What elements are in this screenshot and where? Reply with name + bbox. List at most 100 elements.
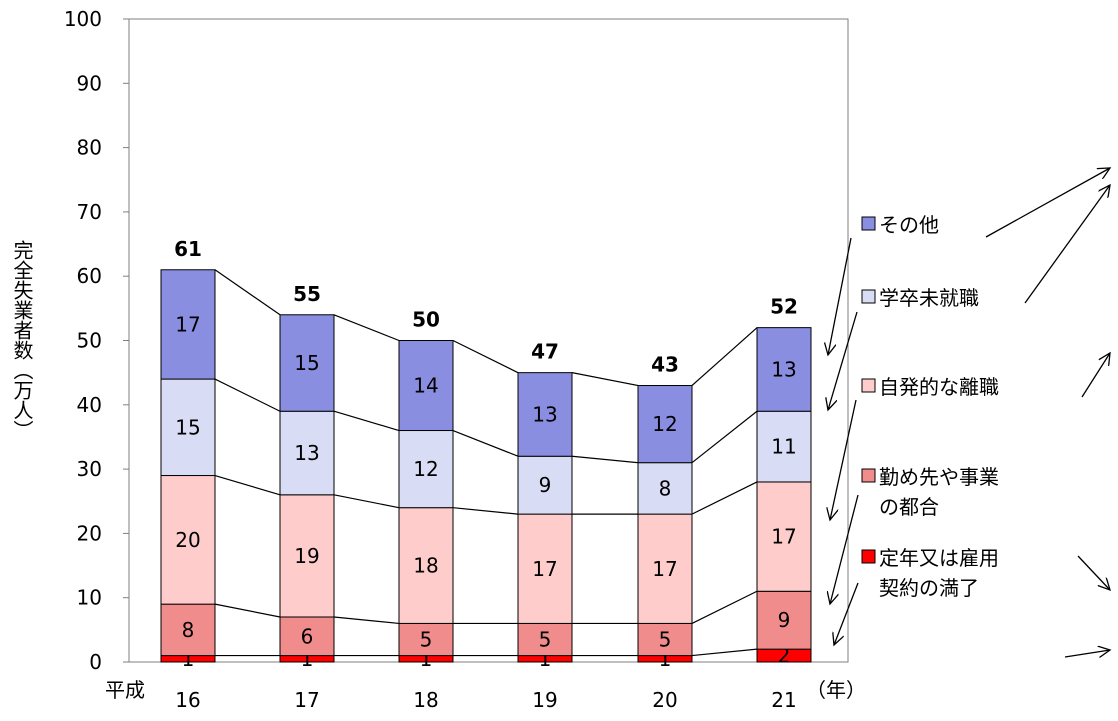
series-connector-line — [333, 494, 400, 509]
annotation-arrow — [834, 582, 859, 645]
y-axis-label: 完全失業者数（万人） — [10, 240, 34, 440]
annotation-arrow — [985, 168, 1110, 238]
annotation-arrow — [1081, 353, 1110, 398]
legend-label: 契約の満了 — [879, 576, 979, 600]
series-connector-line — [452, 429, 519, 457]
series-connector-line — [214, 269, 281, 316]
legend-swatch — [861, 549, 876, 564]
bar-value-label: 6 — [301, 624, 314, 648]
bar-value-label: 9 — [778, 608, 791, 632]
annotation-arrow — [1077, 555, 1110, 590]
bar-value-label: 13 — [771, 357, 796, 381]
y-tick-label: 20 — [77, 521, 102, 545]
x-tick-label: 18 — [413, 688, 438, 712]
bar-value-label: 15 — [175, 415, 200, 439]
annotation-arrow — [830, 494, 859, 604]
bar-value-label: 12 — [652, 412, 677, 436]
bar-segment — [517, 372, 573, 457]
series-connector-line — [333, 314, 400, 342]
series-connector-line — [691, 327, 758, 386]
annotation-arrow — [828, 237, 852, 355]
series-connector-line — [214, 474, 281, 496]
plot-area — [128, 18, 849, 663]
annotation-arrow — [1064, 650, 1110, 657]
y-tick-label: 40 — [77, 393, 102, 417]
legend-label: の都合 — [879, 495, 939, 519]
x-tick-label: 20 — [652, 688, 677, 712]
bar-value-label: 15 — [294, 351, 319, 375]
legend-label: その他 — [879, 213, 939, 237]
bar-segment — [160, 269, 216, 380]
bar-segment — [160, 378, 216, 477]
series-connector-line — [214, 378, 281, 412]
series-connector-line — [691, 648, 758, 657]
bar-segment — [517, 455, 573, 515]
legend-label: 勤め先や事業 — [879, 465, 999, 489]
legend-swatch — [861, 289, 876, 304]
bar-segment — [637, 462, 693, 515]
bar-value-label: 18 — [413, 554, 438, 578]
bar-value-label: 17 — [532, 557, 557, 581]
legend-label: 学卒未就職 — [879, 286, 979, 310]
bar-segment — [398, 340, 454, 432]
series-connector-line — [333, 410, 400, 432]
annotation-arrow — [828, 311, 858, 410]
bar-segment — [398, 622, 454, 657]
bar-segment — [160, 603, 216, 657]
series-connector-line — [333, 616, 400, 625]
y-tick-label: 70 — [77, 200, 102, 224]
y-tick-label: 80 — [77, 136, 102, 160]
x-tick-label: 21 — [771, 688, 796, 712]
bar-segment — [517, 622, 573, 657]
series-connector-line — [452, 507, 519, 515]
y-tick-label: 90 — [77, 71, 102, 95]
y-tick-label: 10 — [77, 586, 102, 610]
annotation-arrow — [830, 399, 857, 520]
bar-value-label: 14 — [413, 374, 438, 398]
legend-label: 自発的な離職 — [879, 375, 999, 399]
legend-swatch — [861, 378, 876, 393]
x-tick-label: 16 — [175, 688, 200, 712]
bar-total-label: 47 — [531, 340, 559, 364]
series-connector-line — [452, 339, 519, 374]
bar-value-label: 5 — [659, 627, 672, 651]
series-connector-line — [571, 372, 639, 387]
series-connector-line — [691, 481, 758, 515]
bar-value-label: 8 — [659, 476, 672, 500]
bar-segment — [637, 622, 693, 657]
bar-segment — [279, 314, 335, 412]
bar-segment — [637, 385, 693, 464]
bar-value-label: 20 — [175, 528, 200, 552]
bar-value-label: 17 — [771, 525, 796, 549]
x-tick-label: 17 — [294, 688, 319, 712]
legend-swatch — [861, 216, 876, 231]
legend-swatch — [861, 468, 876, 483]
y-tick-label: 100 — [64, 7, 102, 31]
x-axis-prefix: 平成 — [105, 678, 145, 702]
bar-segment — [398, 430, 454, 509]
y-tick-label: 30 — [77, 457, 102, 481]
bar-value-label: 8 — [182, 618, 195, 642]
series-connector-line — [214, 603, 281, 618]
y-tick-label: 0 — [89, 650, 102, 674]
bar-segment — [398, 507, 454, 624]
bar-value-label: 13 — [294, 441, 319, 465]
y-tick-label: 50 — [77, 329, 102, 353]
bar-value-label: 17 — [652, 557, 677, 581]
bar-segment — [160, 475, 216, 605]
bar-segment — [637, 513, 693, 624]
bar-total-label: 52 — [770, 295, 798, 319]
bar-segment — [279, 616, 335, 657]
series-connector-line — [691, 410, 758, 464]
bar-value-label: 5 — [420, 627, 433, 651]
x-axis-unit: （年） — [806, 678, 866, 702]
bar-total-label: 50 — [412, 308, 440, 332]
bar-segment — [756, 481, 812, 592]
bar-value-label: 17 — [175, 312, 200, 336]
series-connector-line — [571, 455, 639, 464]
bar-total-label: 43 — [651, 353, 679, 377]
bar-value-label: 12 — [413, 457, 438, 481]
x-tick-label: 19 — [532, 688, 557, 712]
bar-value-label: 19 — [294, 544, 319, 568]
